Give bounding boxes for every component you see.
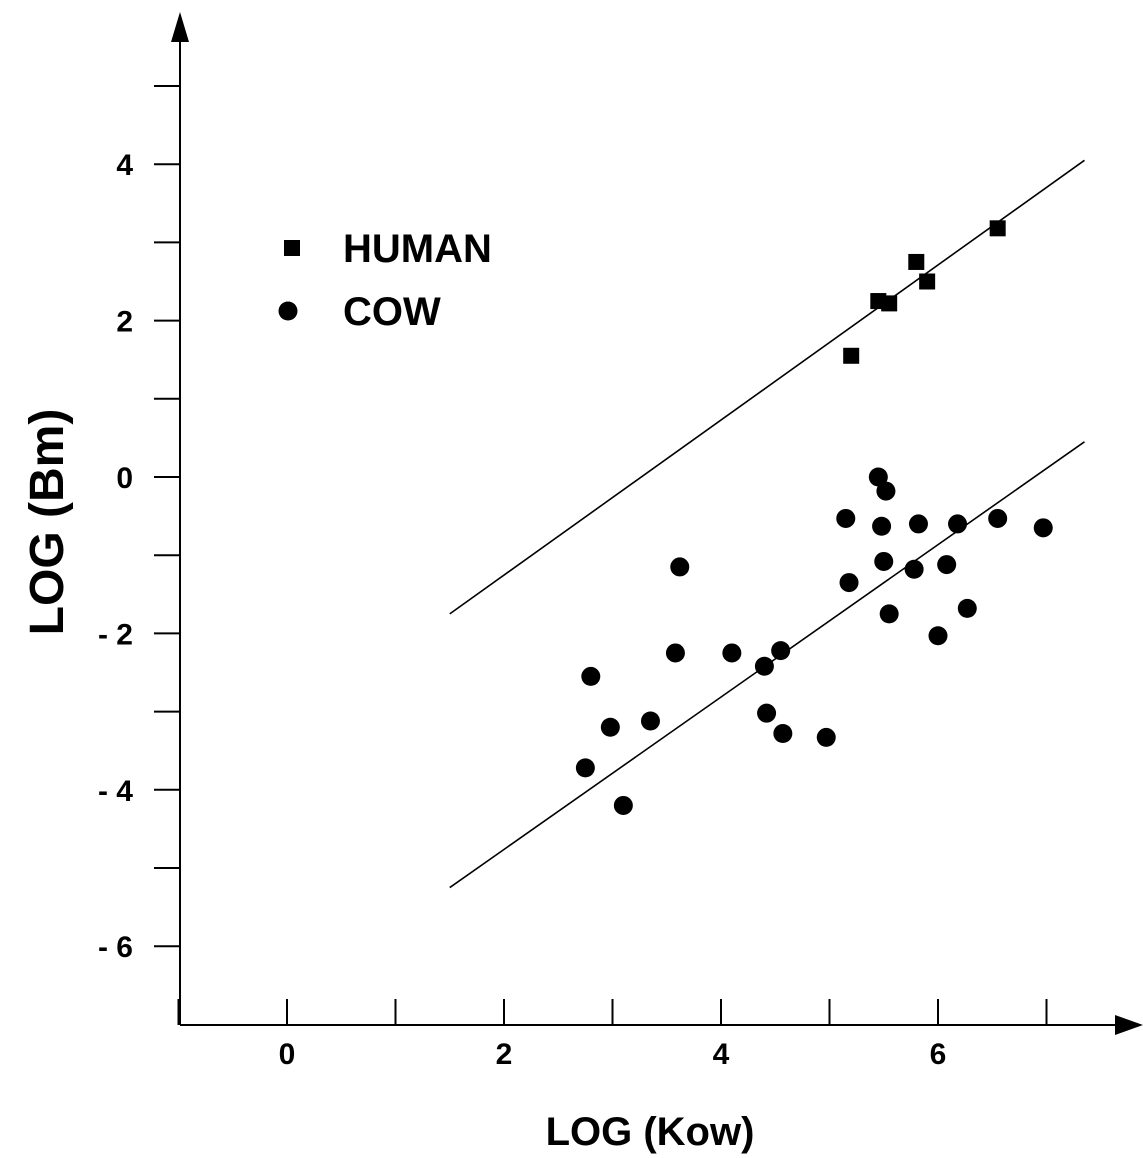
cow-point — [640, 711, 660, 731]
cow-point — [836, 508, 856, 528]
human-point — [989, 220, 1006, 237]
x-tick-label: 0 — [279, 1038, 296, 1071]
x-tick-label: 6 — [930, 1038, 947, 1071]
cow-point — [816, 727, 836, 747]
human-point — [843, 347, 860, 364]
cow-point — [908, 514, 928, 534]
cow-point — [665, 643, 685, 663]
cow-point — [879, 604, 899, 624]
human-point — [908, 253, 925, 270]
cow-point — [876, 481, 896, 501]
cow-point — [771, 641, 791, 661]
data-points — [575, 220, 1053, 815]
cow-point — [773, 723, 793, 743]
cow-point — [1033, 518, 1053, 538]
cow-point — [948, 514, 968, 534]
cow-point — [937, 555, 957, 575]
cow-point — [581, 666, 601, 686]
cow-point — [928, 626, 948, 646]
y-axis-title: LOG (Bm) — [21, 409, 74, 636]
cow-point — [904, 559, 924, 579]
cow-point — [670, 557, 690, 577]
tick-labels: 0 2 4 6 4 2 0 - 2 - 4 - 6 — [98, 149, 946, 1071]
human-point — [919, 273, 936, 290]
cow-point — [575, 758, 595, 778]
fit-lines — [449, 159, 1085, 889]
cow-point — [874, 551, 894, 571]
cow-point — [600, 717, 620, 737]
cow-point — [868, 467, 888, 487]
legend-cow-label: COW — [343, 290, 441, 334]
cow-point — [757, 703, 777, 723]
cow-point — [839, 573, 859, 593]
cow-point — [613, 795, 633, 815]
human-point — [881, 295, 898, 312]
x-tick-label: 2 — [496, 1038, 513, 1071]
y-tick-label: - 2 — [98, 618, 133, 651]
legend-cow-marker — [278, 301, 298, 321]
x-axis-title: LOG (Kow) — [546, 1110, 755, 1154]
cow-point — [754, 656, 774, 676]
x-axis-arrow — [1115, 1015, 1143, 1035]
y-tick-label: 0 — [116, 462, 133, 495]
legend-human-marker — [284, 240, 300, 256]
cow-point — [722, 643, 742, 663]
axes — [154, 12, 1143, 1035]
x-tick-label: 4 — [713, 1038, 730, 1071]
cow-point — [988, 508, 1008, 528]
y-tick-label: 4 — [116, 149, 133, 182]
legend: HUMAN COW — [278, 227, 492, 334]
y-axis-arrow — [171, 12, 189, 42]
human-fit-line — [449, 159, 1085, 615]
legend-human-label: HUMAN — [343, 227, 492, 271]
y-tick-label: - 6 — [98, 931, 133, 964]
cow-point — [872, 516, 892, 536]
y-tick-label: - 4 — [98, 775, 133, 808]
y-tick-label: 2 — [116, 306, 133, 339]
cow-point — [957, 598, 977, 618]
